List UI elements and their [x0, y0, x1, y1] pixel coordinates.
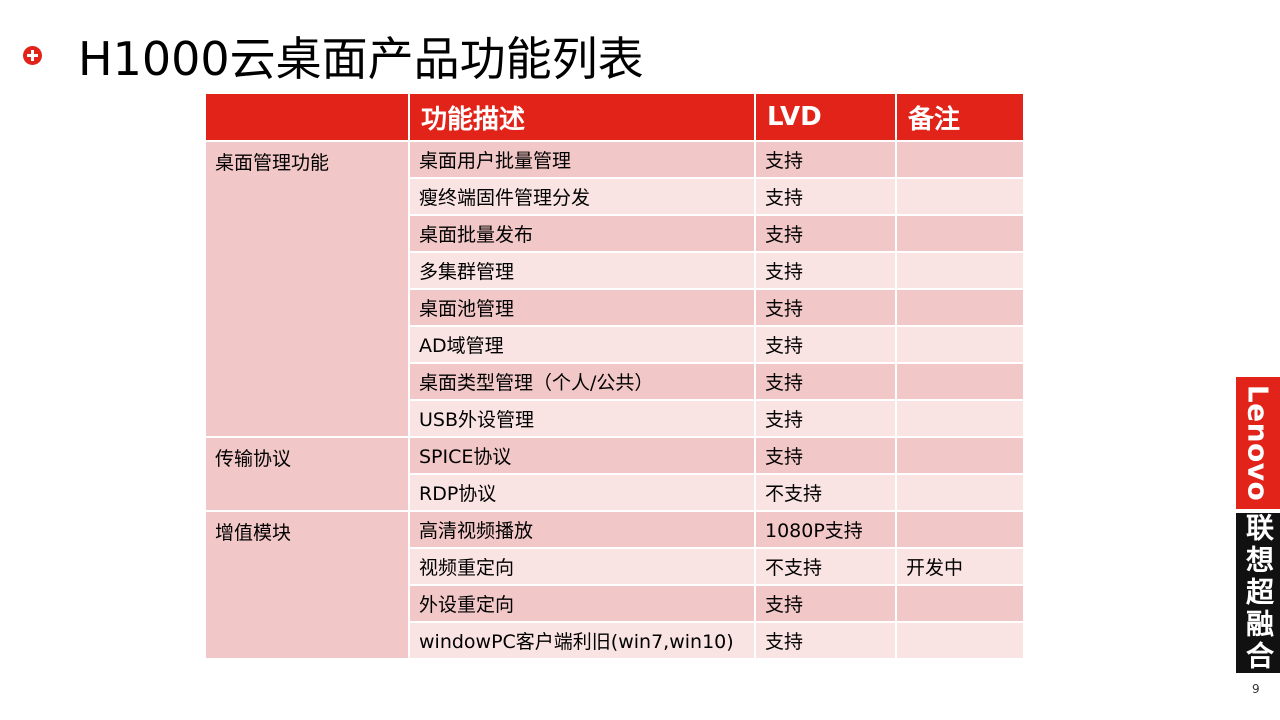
lvd-cell: 支持: [754, 584, 897, 623]
header-category: [204, 92, 410, 142]
note-cell: [895, 251, 1025, 290]
page-number: 9: [1252, 682, 1260, 696]
plus-bullet-icon: [23, 46, 42, 65]
note-cell: [895, 473, 1025, 512]
feature-table: 功能描述 LVD 备注 桌面管理功能 桌面用户批量管理 支持 瘦终端固件管理分发 支持桌…: [204, 92, 1025, 660]
note-cell: 开发中: [895, 547, 1025, 586]
lvd-cell: 不支持: [754, 473, 897, 512]
table-header-row: 功能描述 LVD 备注: [204, 92, 1025, 142]
feature-cell: USB外设管理: [408, 399, 756, 438]
lvd-cell: 支持: [754, 140, 897, 179]
table-row: 增值模块 高清视频播放 1080P支持: [204, 510, 1025, 660]
page-title: H1000云桌面产品功能列表: [78, 32, 644, 86]
feature-cell: SPICE协议: [408, 436, 756, 475]
category-cell: 增值模块: [204, 510, 410, 660]
lenovo-brand-bar: Lenovo 联想超融合: [1236, 377, 1280, 673]
note-cell: [895, 621, 1025, 660]
hyperconverged-brand-box: 联想超融合: [1236, 513, 1280, 673]
header-note: 备注: [895, 92, 1025, 142]
lvd-cell: 支持: [754, 621, 897, 660]
hyperconverged-brand-text: 联想超融合: [1242, 513, 1275, 673]
lenovo-logo-text: Lenovo: [1241, 384, 1275, 502]
note-cell: [895, 288, 1025, 327]
note-cell: [895, 436, 1025, 475]
note-cell: [895, 510, 1025, 549]
lvd-cell: 1080P支持: [754, 510, 897, 549]
feature-cell: 桌面类型管理（个人/公共）: [408, 362, 756, 401]
feature-cell: 桌面池管理: [408, 288, 756, 327]
lvd-cell: 支持: [754, 362, 897, 401]
lvd-cell: 支持: [754, 399, 897, 438]
table-row: 桌面类型管理（个人/公共） 支持: [205, 362, 1025, 401]
feature-cell: AD域管理: [408, 325, 756, 364]
lvd-cell: 支持: [754, 177, 897, 216]
table-row: windowPC客户端利旧(win7,win10) 支持: [205, 621, 1025, 660]
category-cell: 桌面管理功能: [204, 140, 410, 438]
feature-cell: 多集群管理: [408, 251, 756, 290]
feature-cell: 外设重定向: [408, 584, 756, 623]
lvd-cell: 支持: [754, 288, 897, 327]
note-cell: [895, 399, 1025, 438]
feature-cell: 桌面用户批量管理: [408, 140, 756, 179]
table-row: USB外设管理 支持: [205, 399, 1025, 438]
feature-cell: windowPC客户端利旧(win7,win10): [408, 621, 756, 660]
feature-cell: RDP协议: [408, 473, 756, 512]
table-body: 桌面管理功能 桌面用户批量管理 支持 瘦终端固件管理分发 支持 桌面批量发布 支持 多集群管理…: [204, 140, 1025, 660]
note-cell: [895, 214, 1025, 253]
table-row: 桌面池管理 支持: [205, 288, 1025, 327]
table-row: 视频重定向 不支持 开发中: [205, 547, 1025, 586]
table-row: 瘦终端固件管理分发 支持: [205, 177, 1025, 216]
category-cell: 传输协议: [204, 436, 410, 512]
note-cell: [895, 325, 1025, 364]
lenovo-logo: Lenovo: [1236, 377, 1280, 509]
header-lvd: LVD: [754, 92, 897, 142]
lvd-cell: 支持: [754, 436, 897, 475]
lvd-cell: 支持: [754, 325, 897, 364]
lvd-cell: 支持: [754, 214, 897, 253]
table-row: 传输协议 SPICE协议 支持: [204, 436, 1025, 512]
table-row: RDP协议 不支持: [205, 473, 1025, 512]
feature-cell: 高清视频播放: [408, 510, 756, 549]
table-row: 外设重定向 支持: [205, 584, 1025, 623]
note-cell: [895, 177, 1025, 216]
table-row: 桌面批量发布 支持: [205, 214, 1025, 253]
note-cell: [895, 362, 1025, 401]
table-row: 桌面管理功能 桌面用户批量管理 支持: [204, 140, 1025, 438]
lvd-cell: 支持: [754, 251, 897, 290]
table-row: 多集群管理 支持: [205, 251, 1025, 290]
lvd-cell: 不支持: [754, 547, 897, 586]
feature-cell: 视频重定向: [408, 547, 756, 586]
feature-cell: 瘦终端固件管理分发: [408, 177, 756, 216]
table-row: AD域管理 支持: [205, 325, 1025, 364]
feature-cell: 桌面批量发布: [408, 214, 756, 253]
note-cell: [895, 584, 1025, 623]
brand-divider: [1236, 509, 1280, 513]
header-feature: 功能描述: [408, 92, 756, 142]
note-cell: [895, 140, 1025, 179]
